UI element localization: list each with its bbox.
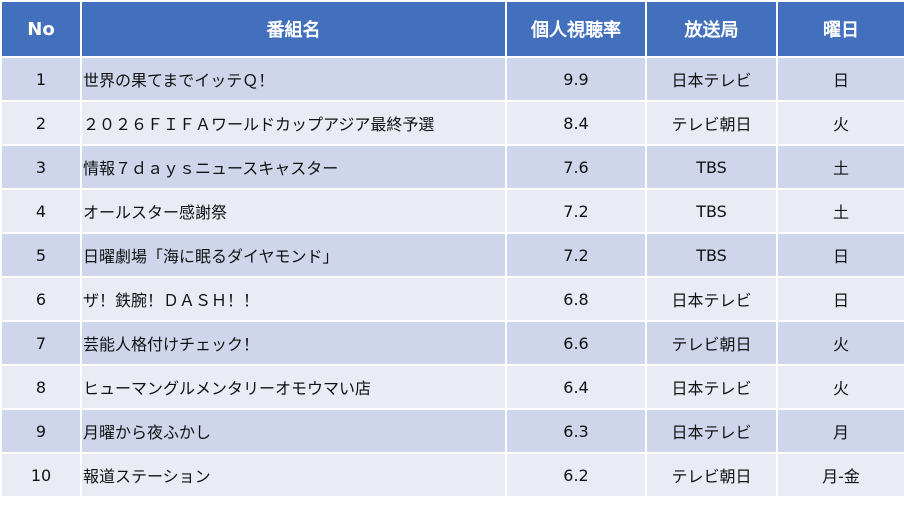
cell-day: 火	[776, 100, 904, 146]
cell-no: 6	[0, 276, 82, 322]
cell-day: 月	[776, 408, 904, 454]
cell-station: テレビ朝日	[645, 100, 778, 146]
header-rating: 個人視聴率	[505, 0, 647, 58]
table-row: 9 月曜から夜ふかし 6.3 日本テレビ月	[0, 408, 904, 454]
table-row: 2 ２０２６ＦＩＦＡワールドカップアジア最終予選 8.4 テレビ朝日火	[0, 100, 904, 146]
cell-title: 月曜から夜ふかし	[80, 408, 507, 454]
cell-no: 3	[0, 144, 82, 190]
cell-day: 火	[776, 364, 904, 410]
cell-rating: 6.8	[505, 276, 647, 322]
cell-title: オールスター感謝祭	[80, 188, 507, 234]
header-station: 放送局	[645, 0, 778, 58]
cell-rating: 7.6	[505, 144, 647, 190]
cell-rating: 8.4	[505, 100, 647, 146]
cell-station: 日本テレビ	[645, 56, 778, 102]
cell-title: ２０２６ＦＩＦＡワールドカップアジア最終予選	[80, 100, 507, 146]
cell-no: 7	[0, 320, 82, 366]
cell-title: 世界の果てまでイッテＱ！	[80, 56, 507, 102]
cell-day: 土	[776, 144, 904, 190]
cell-title: ザ！鉄腕！ＤＡＳＨ！！	[80, 276, 507, 322]
table-row: 4 オールスター感謝祭 7.2 TBS 土	[0, 188, 904, 234]
cell-station: テレビ朝日	[645, 452, 778, 498]
cell-station: TBS	[645, 144, 778, 190]
table-row: 10 報道ステーション 6.2 テレビ朝日 月-金	[0, 452, 904, 498]
cell-no: 10	[0, 452, 82, 498]
table-row: 3 情報７ｄａｙｓニュースキャスター 7.6 TBS 土	[0, 144, 904, 190]
table-row: 5 日曜劇場「海に眠るダイヤモンド」 7.2 TBS 日	[0, 232, 904, 278]
cell-day: 月-金	[776, 452, 904, 498]
cell-day: 日	[776, 276, 904, 322]
cell-station: テレビ朝日	[645, 320, 778, 366]
cell-day: 火	[776, 320, 904, 366]
table-row: 8 ヒューマングルメンタリーオモウマい店 6.4 日本テレビ火	[0, 364, 904, 410]
cell-no: 1	[0, 56, 82, 102]
cell-day: 日	[776, 56, 904, 102]
cell-rating: 6.4	[505, 364, 647, 410]
cell-station: 日本テレビ	[645, 408, 778, 454]
cell-title: ヒューマングルメンタリーオモウマい店	[80, 364, 507, 410]
header-day: 曜日	[776, 0, 904, 58]
cell-station: TBS	[645, 188, 778, 234]
cell-rating: 7.2	[505, 232, 647, 278]
header-no: No	[0, 0, 82, 58]
ratings-table: No 番組名 個人視聴率 放送局 曜日 1 世界の果てまでイッテＱ！ 9.9 日本テレ…	[0, 0, 904, 498]
header-title: 番組名	[80, 0, 507, 58]
cell-title: 日曜劇場「海に眠るダイヤモンド」	[80, 232, 507, 278]
cell-rating: 6.2	[505, 452, 647, 498]
cell-no: 9	[0, 408, 82, 454]
cell-rating: 7.2	[505, 188, 647, 234]
cell-station: TBS	[645, 232, 778, 278]
cell-no: 4	[0, 188, 82, 234]
cell-title: 情報７ｄａｙｓニュースキャスター	[80, 144, 507, 190]
cell-rating: 9.9	[505, 56, 647, 102]
cell-rating: 6.6	[505, 320, 647, 366]
cell-no: 8	[0, 364, 82, 410]
cell-title: 報道ステーション	[80, 452, 507, 498]
cell-station: 日本テレビ	[645, 364, 778, 410]
cell-no: 5	[0, 232, 82, 278]
cell-no: 2	[0, 100, 82, 146]
header-row: No 番組名 個人視聴率 放送局 曜日	[0, 0, 904, 58]
cell-day: 土	[776, 188, 904, 234]
table-body: 1 世界の果てまでイッテＱ！ 9.9 日本テレビ日 2 ２０２６ＦＩＦＡワールドカップアジ…	[0, 56, 904, 498]
cell-day: 日	[776, 232, 904, 278]
table-row: 6 ザ！鉄腕！ＤＡＳＨ！！ 6.8 日本テレビ日	[0, 276, 904, 322]
cell-title: 芸能人格付けチェック！	[80, 320, 507, 366]
cell-rating: 6.3	[505, 408, 647, 454]
table-row: 7 芸能人格付けチェック！ 6.6 テレビ朝日火	[0, 320, 904, 366]
cell-station: 日本テレビ	[645, 276, 778, 322]
table-row: 1 世界の果てまでイッテＱ！ 9.9 日本テレビ日	[0, 56, 904, 102]
